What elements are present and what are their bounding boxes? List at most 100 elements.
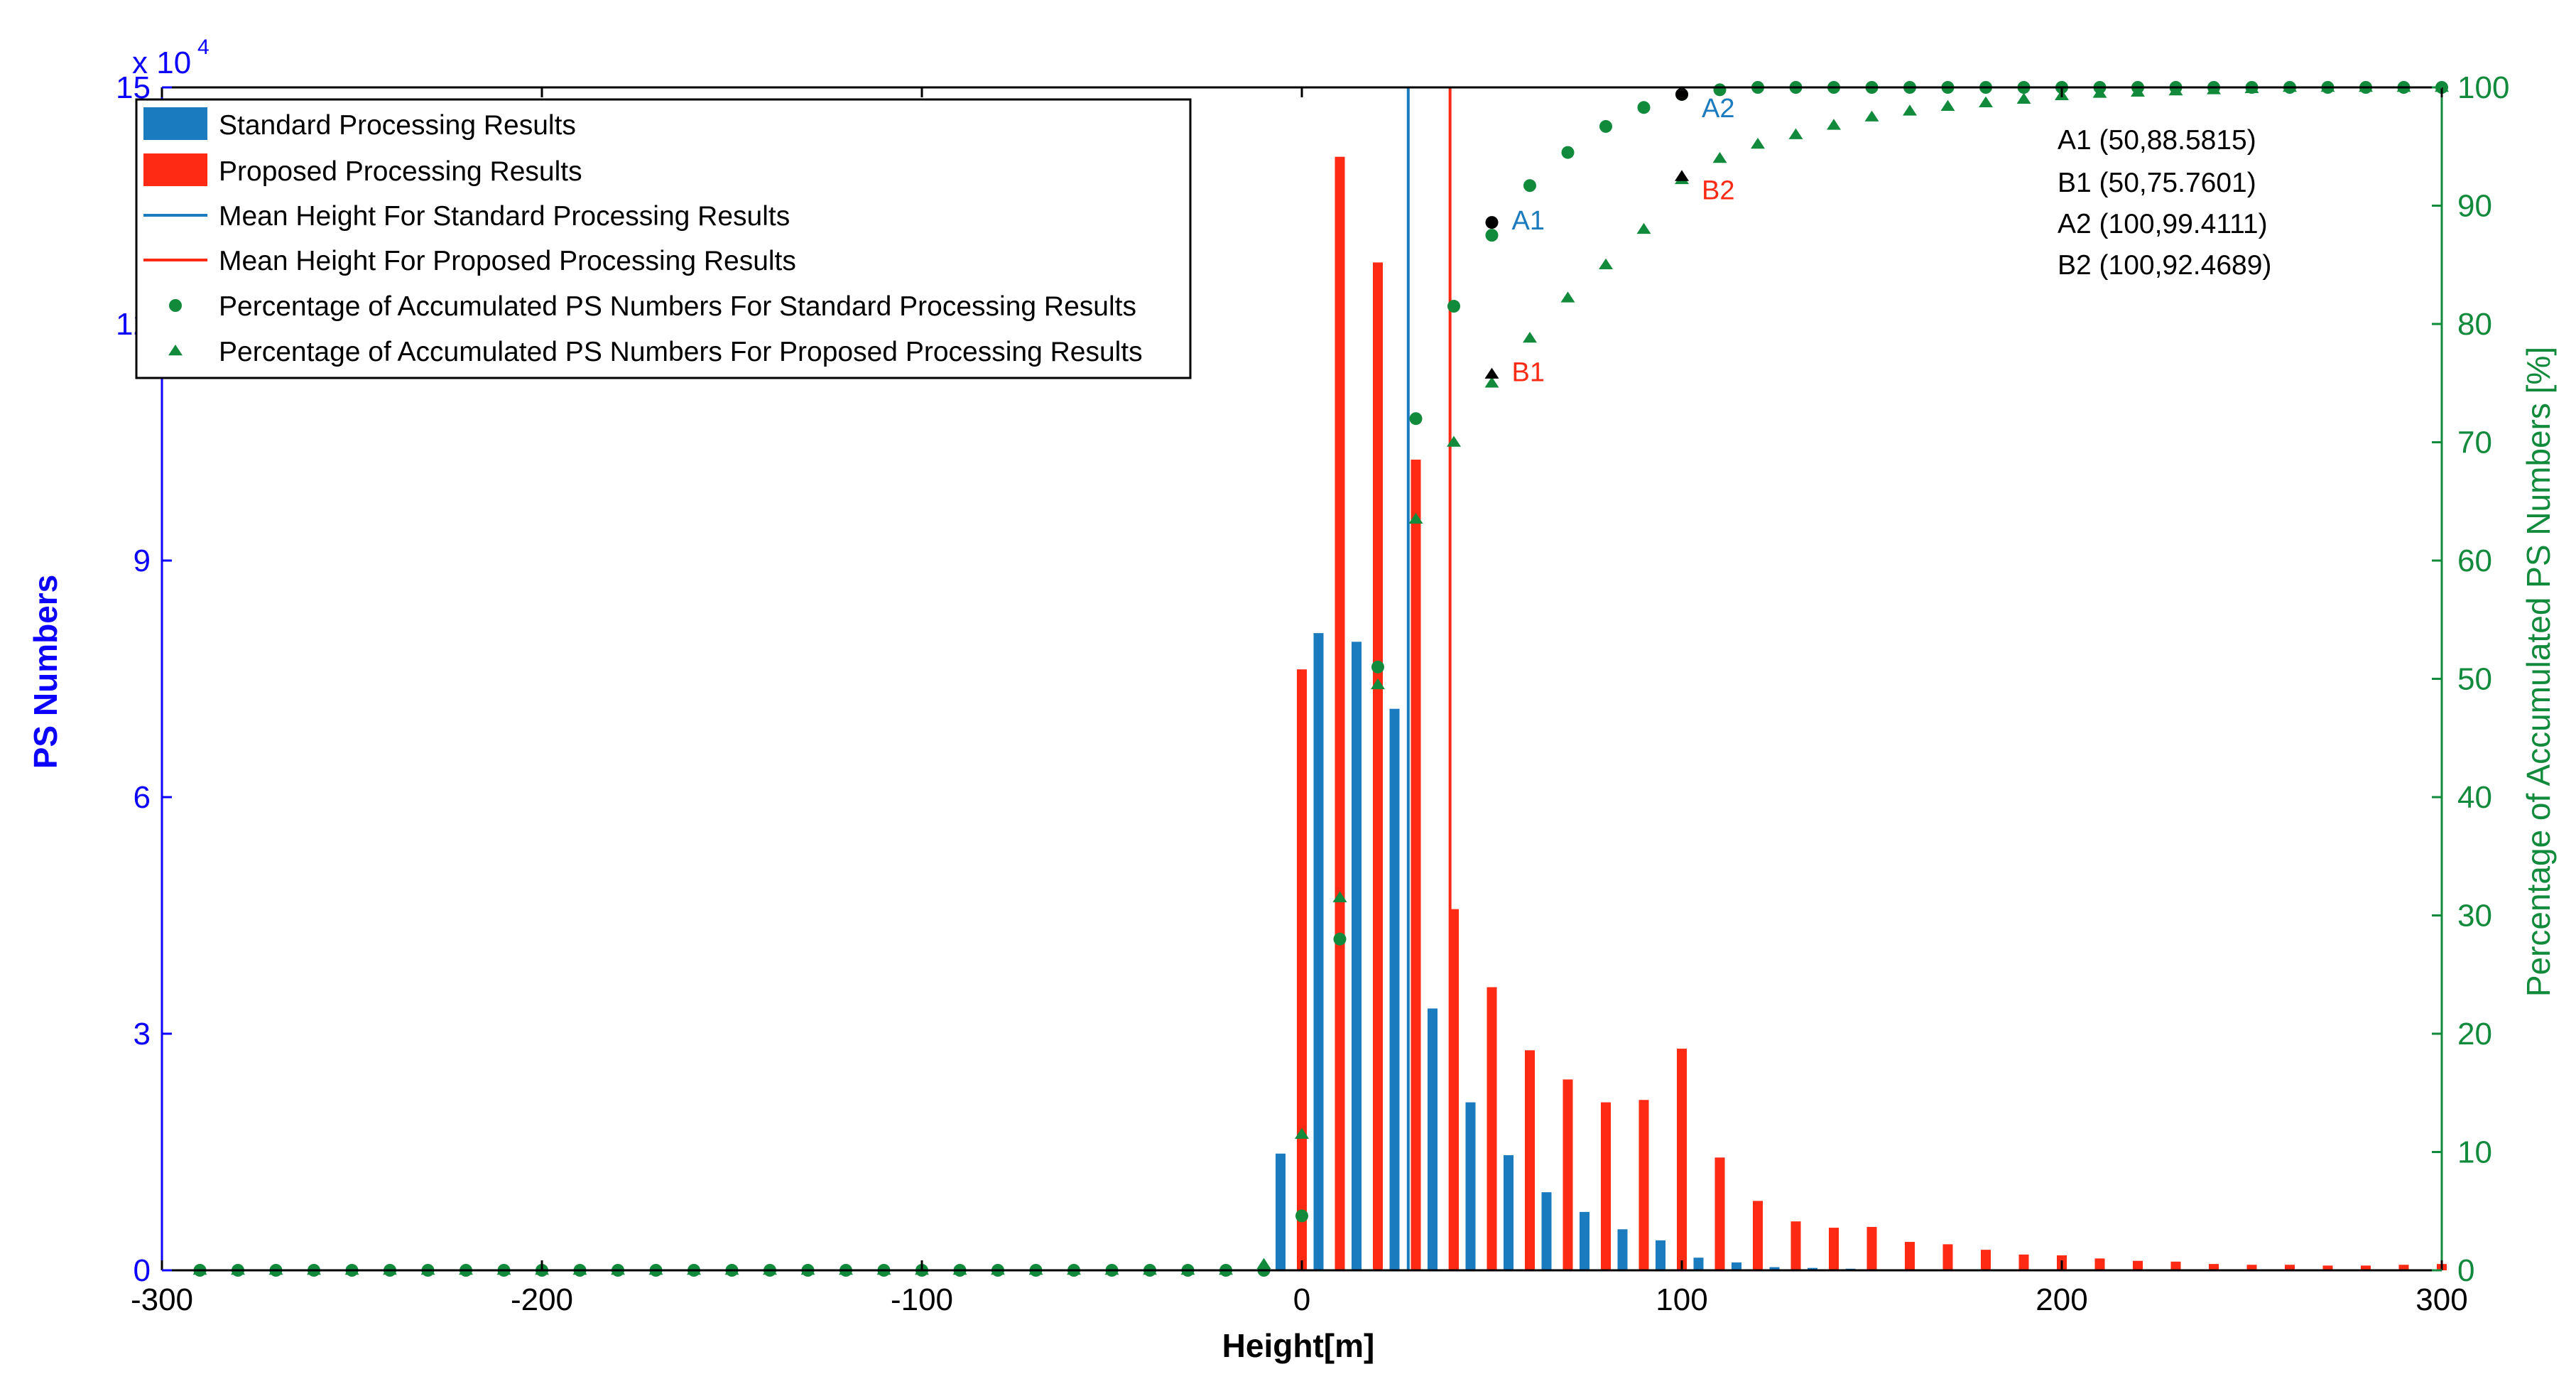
cumulative-point-standard: [1371, 660, 1384, 674]
annotation-label-a1: A1: [1512, 206, 1545, 236]
y-right-tick-label: 50: [2457, 662, 2492, 697]
cumulative-point-standard: [1447, 300, 1460, 313]
annotation-marker-b2: [1675, 170, 1689, 181]
bar-standard: [1732, 1262, 1741, 1270]
cumulative-point-proposed: [2131, 85, 2145, 97]
bar-proposed: [1487, 987, 1497, 1270]
bar-proposed: [1525, 1050, 1535, 1270]
bar-proposed: [2322, 1265, 2333, 1270]
annotation-box-line: A2 (100,99.4111): [2058, 209, 2268, 239]
bar-proposed: [2094, 1258, 2105, 1270]
cumulative-point-proposed: [1788, 128, 1803, 139]
y-right-tick-label: 20: [2457, 1017, 2492, 1051]
y-left-tick-label: 3: [134, 1017, 151, 1051]
bar-proposed: [2133, 1260, 2143, 1270]
legend-label: Mean Height For Proposed Processing Resu…: [219, 246, 796, 276]
y-left-tick-label: 6: [134, 780, 151, 815]
bar-proposed: [1753, 1201, 1763, 1270]
cumulative-point-proposed: [1827, 119, 1841, 130]
bar-standard: [1313, 633, 1324, 1270]
cumulative-point-proposed: [1484, 377, 1499, 388]
cumulative-point-standard: [1295, 1209, 1308, 1223]
y-right-tick-label: 10: [2457, 1135, 2492, 1170]
y-left-tick-label: 9: [134, 544, 151, 578]
annotation-label-b2: B2: [1702, 175, 1734, 205]
cumulative-point-proposed: [1599, 258, 1613, 270]
cumulative-point-proposed: [1636, 222, 1651, 234]
annotation-box-line: B2 (100,92.4689): [2058, 250, 2271, 281]
y-left-tick-label: 0: [134, 1253, 151, 1288]
cumulative-point-proposed: [1523, 331, 1537, 343]
bar-standard: [1352, 642, 1362, 1270]
legend-box: [135, 98, 1192, 379]
cumulative-point-proposed: [2168, 84, 2183, 96]
bar-standard: [1617, 1229, 1628, 1270]
y-right-tick-label: 100: [2457, 70, 2509, 105]
y-right-tick-label: 70: [2457, 426, 2492, 460]
cumulative-point-proposed: [1332, 891, 1347, 902]
bar-proposed: [2361, 1265, 2371, 1270]
cumulative-point-proposed: [1903, 104, 1917, 116]
cumulative-point-standard: [1599, 119, 1612, 133]
x-tick-label: -200: [511, 1282, 573, 1317]
cumulative-point-proposed: [1447, 436, 1461, 447]
legend-label: Percentage of Accumulated PS Numbers For…: [219, 291, 1136, 322]
bar-standard: [1769, 1267, 1780, 1270]
legend-label: Mean Height For Standard Processing Resu…: [219, 201, 790, 232]
legend: Standard Processing Results Proposed Proc…: [135, 98, 1192, 379]
x-tick-label: -100: [891, 1282, 953, 1317]
annotation-points-layer: A1 B1 A2 B2: [1484, 87, 1734, 388]
cumulative-point-proposed: [1864, 110, 1879, 121]
bar-proposed: [2246, 1265, 2257, 1270]
legend-label: Proposed Processing Results: [219, 156, 582, 187]
bar-standard: [1276, 1153, 1286, 1270]
legend-label: Percentage of Accumulated PS Numbers For…: [219, 337, 1143, 367]
bar-standard: [1580, 1211, 1589, 1270]
cumulative-point-proposed: [2016, 92, 2031, 104]
bars-layer: [1276, 156, 2447, 1271]
cumulative-point-proposed: [1408, 512, 1423, 524]
bar-proposed: [1373, 262, 1383, 1270]
bar-proposed: [1677, 1049, 1687, 1270]
cumulative-point-proposed: [2207, 83, 2221, 94]
bar-standard: [1389, 708, 1400, 1270]
bar-proposed: [1563, 1079, 1573, 1270]
annotation-box-line: A1 (50,88.5815): [2058, 125, 2256, 156]
cumulative-point-proposed: [1371, 678, 1385, 690]
bar-proposed: [1942, 1244, 1953, 1270]
cumulative-point-standard: [1333, 932, 1347, 946]
y-right-tick-label: 90: [2457, 189, 2492, 224]
bar-proposed: [2209, 1264, 2219, 1270]
cumulative-point-standard: [1485, 229, 1499, 242]
bar-standard: [1428, 1008, 1438, 1270]
x-tick-label: 0: [1293, 1282, 1310, 1317]
bar-standard: [1808, 1267, 1817, 1270]
legend-marker-proposed-cumulative: [168, 345, 183, 356]
annotation-label-a2: A2: [1702, 94, 1734, 124]
bar-standard: [1693, 1258, 1704, 1270]
bar-proposed: [1714, 1157, 1725, 1270]
cumulative-point-proposed: [1560, 291, 1575, 303]
bar-proposed: [2018, 1254, 2029, 1270]
cumulative-point-standard: [1637, 101, 1651, 114]
x-tick-label: -300: [131, 1282, 193, 1317]
x-axis-title: Height[m]: [1222, 1327, 1375, 1364]
cumulative-point-proposed: [2092, 87, 2107, 98]
bar-proposed: [1335, 156, 1345, 1271]
cumulative-point-standard: [1561, 146, 1575, 159]
bar-standard: [1504, 1154, 1513, 1270]
bar-proposed: [1981, 1250, 1991, 1270]
y-right-tick-label: 40: [2457, 780, 2492, 815]
legend-swatch-proposed: [143, 153, 207, 186]
y-multiplier-exponent: 4: [197, 36, 210, 59]
cumulative-point-standard: [1409, 412, 1423, 426]
legend-marker-standard-cumulative: [169, 299, 182, 312]
cumulative-point-proposed: [1940, 99, 1955, 111]
cumulative-point-proposed: [1712, 151, 1727, 163]
bar-proposed: [2398, 1265, 2409, 1270]
bar-proposed: [1411, 459, 1421, 1271]
y-right-tick-label: 0: [2457, 1253, 2474, 1288]
bar-standard: [1541, 1192, 1552, 1270]
y-right-axis-title: Percentage of Accumulated PS Numbers [%]: [2520, 347, 2557, 997]
